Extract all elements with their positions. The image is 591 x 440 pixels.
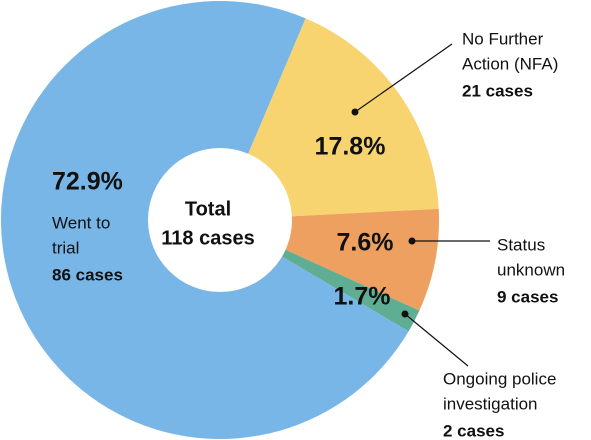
category-label: No Further (462, 29, 544, 48)
percent-label: 7.6% (337, 229, 394, 257)
leader-dot (351, 108, 359, 116)
percent-label: 72.9% (52, 168, 123, 196)
leader-line (404, 313, 469, 367)
case-label: 9 cases (497, 287, 558, 306)
category-label: trial (52, 238, 79, 257)
category-label: unknown (497, 260, 565, 279)
center-label: Total (185, 198, 231, 220)
slice (220, 18, 439, 220)
category-label: Action (NFA) (462, 54, 558, 73)
category-label: Status (497, 235, 545, 254)
case-label: 2 cases (443, 421, 504, 440)
leader-dot (401, 310, 409, 318)
category-label: Ongoing police (443, 369, 556, 388)
case-label: 86 cases (52, 265, 123, 284)
center-label: 118 cases (161, 227, 254, 249)
percent-label: 1.7% (334, 283, 391, 311)
category-label: Went to (52, 213, 110, 232)
leader-line (354, 43, 453, 113)
leader-dot (408, 237, 416, 245)
percent-label: 17.8% (315, 133, 386, 161)
category-label: investigation (443, 394, 538, 413)
donut-hole (148, 148, 292, 292)
case-label: 21 cases (462, 81, 533, 100)
